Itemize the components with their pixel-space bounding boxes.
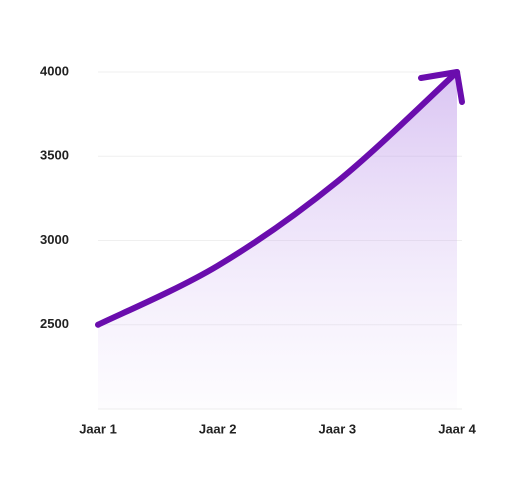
x-tick-label: Jaar 3: [319, 421, 357, 436]
y-tick-label: 3500: [40, 148, 69, 163]
x-tick-label: Jaar 4: [438, 421, 476, 436]
y-tick-label: 4000: [40, 63, 69, 78]
arrow-head: [418, 69, 465, 105]
y-tick-label: 3000: [40, 232, 69, 247]
y-tick-label: 2500: [40, 316, 69, 331]
x-tick-label: Jaar 1: [79, 421, 117, 436]
x-tick-label: Jaar 2: [199, 421, 237, 436]
line: [95, 69, 460, 328]
